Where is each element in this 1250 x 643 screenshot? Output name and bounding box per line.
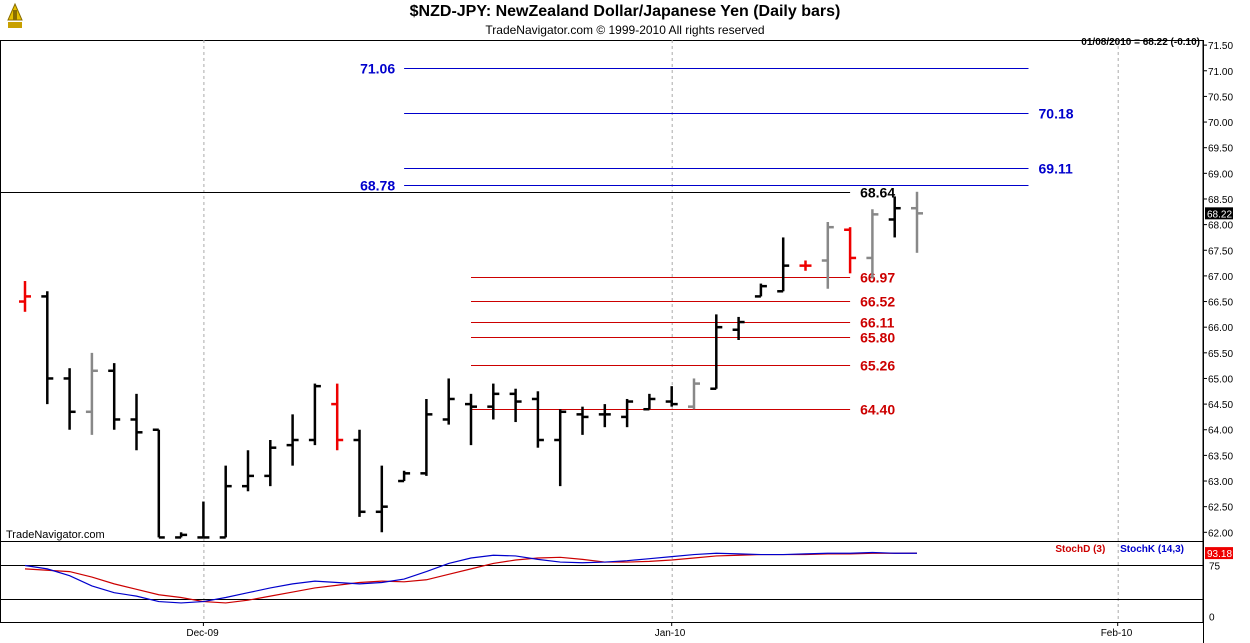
ohlc-bar [844,227,857,274]
price-tick-label: 62.50 [1208,503,1233,514]
price-tick-label: 68.50 [1208,195,1233,206]
date-axis: Dec-09 Jan-10 Feb-10 [186,622,1133,639]
price-tick-label: 63.50 [1208,451,1233,462]
level-label: 68.78 [360,178,395,194]
price-tick-label: 67.00 [1208,272,1233,283]
ohlc-bar [19,281,31,312]
ohlc-bar [732,316,745,340]
ohlc-bar [866,209,879,279]
ohlc-bar [420,398,433,476]
price-tick-label: 64.50 [1208,400,1233,411]
date-tick-label: Dec-09 [186,628,219,639]
price-tick-label: 69.00 [1208,169,1233,180]
watermark-text: TradeNavigator.com [6,529,105,541]
level-lines: 71.06 70.18 69.11 68.78 68.64 66.97 66.52 66.11… [0,61,1074,418]
ohlc-bar [821,222,834,289]
ohlc-bar [465,393,477,446]
price-tick-label: 71.50 [1208,41,1233,52]
stoch-tick-label: 0 [1209,613,1215,624]
level-label: 65.26 [860,358,895,374]
last-price-readout: 01/08/2010 = 68.22 (-0.10) [1081,37,1200,48]
chart-title: $NZD-JPY: NewZealand Dollar/Japanese Yen… [409,3,841,20]
level-label: 70.18 [1039,106,1074,122]
ohlc-bar [375,465,388,533]
price-tick-label: 71.00 [1208,67,1233,78]
trade-navigator-logo-icon [7,2,23,28]
ohlc-bar [152,428,165,539]
chart-grid [203,40,1119,622]
level-label: 66.11 [860,315,894,331]
ohlc-bar [531,391,544,448]
level-label: 65.80 [860,330,895,346]
ohlc-bar [442,378,455,425]
ohlc-bar [621,398,634,428]
stoch-line [24,551,917,604]
price-tick-label: 62.00 [1208,528,1233,539]
stochastic-legend: StochD (3) StochK (14,3) [1055,544,1184,555]
ohlc-bar [487,383,500,420]
price-tick-label: 64.00 [1208,426,1233,437]
stoch-last-box [1205,547,1233,560]
price-tick-label: 66.50 [1208,298,1233,309]
ohlc-bar [688,378,700,410]
ohlc-bar [888,196,901,238]
level-label: 64.40 [860,402,895,418]
stochastic-panel: 75 0 93.18 [0,547,1233,624]
ohlc-bar [85,352,98,435]
last-price-box [1205,207,1233,220]
date-tick-label: Feb-10 [1101,628,1133,639]
price-axis: 71.50 71.00 70.50 70.00 69.50 69.00 68.50 68.00… [1203,41,1233,539]
ohlc-bar [264,440,277,487]
level-label: 68.64 [860,185,895,201]
level-label: 69.11 [1039,161,1073,177]
price-tick-label: 67.50 [1208,246,1233,257]
chart-copyright: TradeNavigator.com © 1999-2010 All right… [485,23,765,37]
stoch-line [24,552,918,604]
price-bars [19,191,923,539]
level-label: 71.06 [360,61,395,77]
price-tick-label: 65.50 [1208,349,1233,360]
price-tick-label: 69.50 [1208,144,1233,155]
ohlc-bar [41,291,54,405]
date-tick-label: Jan-10 [655,628,686,639]
ohlc-bar [353,429,366,517]
ohlc-bar [286,414,299,466]
ohlc-bar [219,465,232,539]
legend-stochd: StochD (3) [1055,544,1106,555]
ohlc-bar [175,532,188,539]
ohlc-bar [331,383,344,451]
ohlc-bar [398,470,411,483]
ohlc-bar [242,450,254,492]
price-tick-label: 66.00 [1208,323,1233,334]
ohlc-bar [509,388,522,423]
stoch-last-label: 93.18 [1207,549,1232,560]
ohlc-bar [130,393,143,451]
ohlc-bar [308,383,321,446]
level-label: 66.52 [860,294,895,310]
ohlc-bar [799,260,812,271]
price-tick-label: 65.00 [1208,374,1233,385]
price-tick-label: 70.00 [1208,118,1233,129]
ohlc-bar [108,363,121,430]
ohlc-bar [643,393,656,411]
ohlc-bar [710,314,723,390]
price-tick-label: 63.00 [1208,477,1233,488]
ohlc-bar [197,501,210,539]
ohlc-bar [598,404,611,428]
legend-stochk: StochK (14,3) [1120,544,1184,555]
ohlc-bar [554,409,567,487]
price-tick-label: 68.00 [1208,221,1233,232]
ohlc-bar [63,368,76,430]
ohlc-bar [576,406,589,435]
level-label: 66.97 [860,270,895,286]
price-tick-label: 70.50 [1208,92,1233,103]
ohlc-bar [665,386,678,407]
chart-frame [0,40,1204,643]
ohlc-bar [754,283,767,298]
ohlc-bar [777,237,790,293]
ohlc-bar [911,191,923,253]
last-price-label: 68.22 [1207,209,1232,220]
stoch-tick-label: 75 [1209,561,1221,572]
